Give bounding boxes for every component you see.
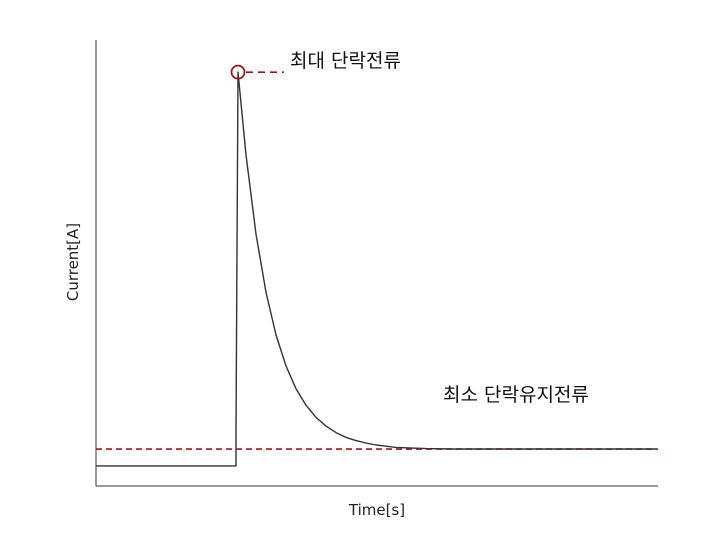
y-axis-label: Current[A] [64, 223, 82, 301]
current-series-line-0 [96, 71, 656, 467]
axes [95, 40, 658, 487]
plot-layer [96, 64, 658, 467]
peak-annotation: 최대 단락전류 [290, 50, 401, 72]
peak-marker-circle [230, 64, 246, 80]
min-holding-annotation: 최소 단락유지전류 [443, 384, 589, 406]
x-axis-label: Time[s] [348, 501, 405, 519]
